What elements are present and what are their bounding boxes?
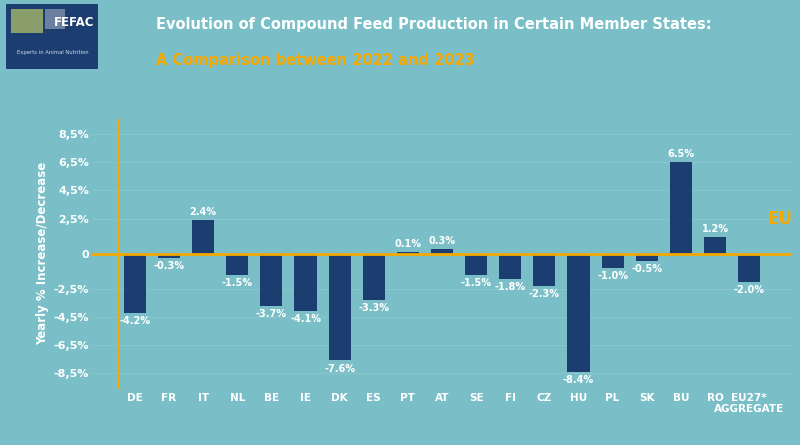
Bar [602, 254, 624, 268]
Bar [11, 9, 43, 33]
Bar [260, 254, 282, 306]
Text: -1.5%: -1.5% [222, 278, 253, 288]
Bar [534, 254, 555, 286]
Text: 1.2%: 1.2% [702, 224, 729, 234]
Text: -2.3%: -2.3% [529, 289, 560, 299]
Text: 0.1%: 0.1% [394, 239, 422, 249]
Text: 6.5%: 6.5% [667, 149, 694, 159]
Y-axis label: Yearly % Increase/Decrease: Yearly % Increase/Decrease [37, 162, 50, 345]
Bar [329, 254, 350, 360]
Bar [192, 220, 214, 254]
Bar [738, 254, 760, 282]
Bar [636, 254, 658, 261]
Text: FEFAC: FEFAC [54, 16, 94, 29]
Text: -1.8%: -1.8% [494, 282, 526, 292]
Text: -2.0%: -2.0% [734, 285, 765, 295]
Text: A Comparison between 2022 and 2023: A Comparison between 2022 and 2023 [156, 53, 474, 69]
Bar [465, 254, 487, 275]
Text: Experts in Animal Nutrition: Experts in Animal Nutrition [17, 50, 88, 55]
Text: -7.6%: -7.6% [324, 364, 355, 373]
Text: -4.2%: -4.2% [119, 316, 150, 326]
Bar [431, 250, 453, 254]
Text: 0.3%: 0.3% [429, 236, 455, 247]
Bar [670, 162, 692, 254]
Bar [567, 254, 590, 372]
Bar [124, 254, 146, 313]
Bar [704, 237, 726, 254]
Text: -4.1%: -4.1% [290, 314, 321, 324]
Text: -0.5%: -0.5% [631, 264, 662, 274]
Bar [397, 252, 419, 254]
Bar [499, 254, 522, 279]
Text: -3.3%: -3.3% [358, 303, 390, 313]
Bar [158, 254, 180, 258]
Text: -3.7%: -3.7% [256, 309, 287, 319]
Text: -1.0%: -1.0% [597, 271, 628, 281]
Text: Evolution of Compound Feed Production in Certain Member States:: Evolution of Compound Feed Production in… [156, 17, 712, 32]
Text: -1.5%: -1.5% [461, 278, 492, 288]
Bar [45, 9, 66, 29]
Text: -0.3%: -0.3% [154, 261, 185, 271]
Text: -8.4%: -8.4% [563, 375, 594, 385]
Text: 2.4%: 2.4% [190, 207, 217, 217]
Bar [226, 254, 248, 275]
Bar [362, 254, 385, 300]
Bar [294, 254, 317, 311]
Text: EU: EU [768, 210, 793, 228]
